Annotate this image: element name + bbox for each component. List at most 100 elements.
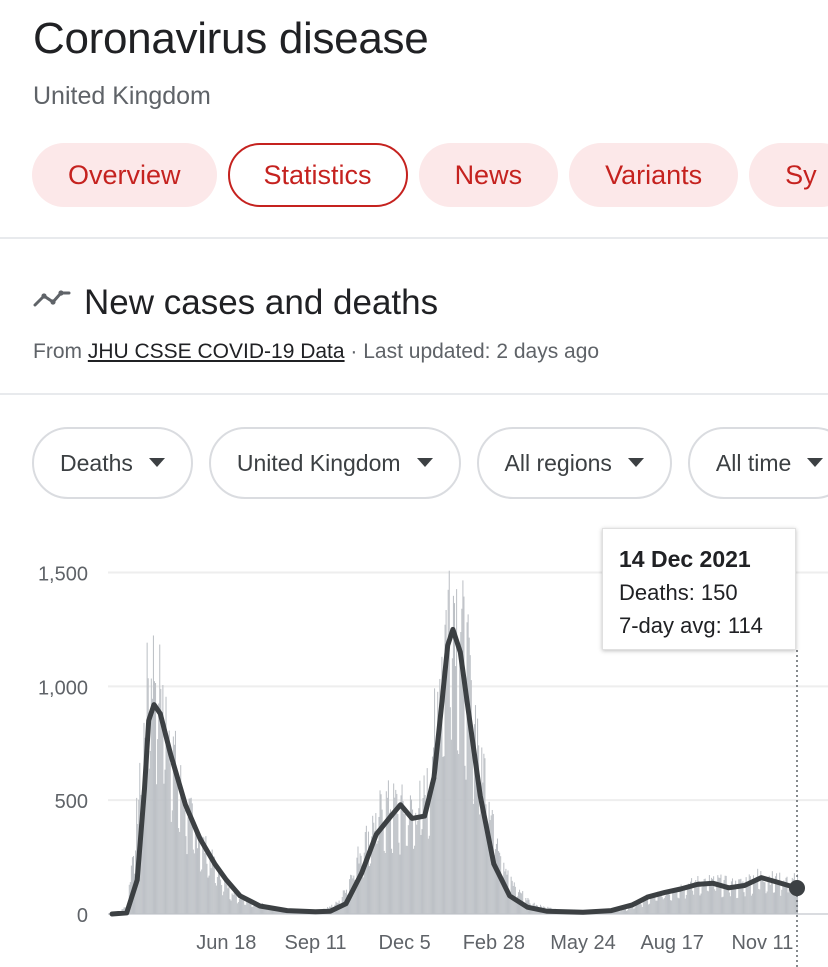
region-dropdown[interactable]: All regions xyxy=(476,427,672,499)
deaths-chart[interactable]: 0 500 1,000 1,500 Jun 18 Sep 11 Dec 5 Feb 28 May… xyxy=(0,515,828,967)
trend-line-icon xyxy=(33,290,71,307)
deaths-bar xyxy=(354,879,356,914)
deaths-bar xyxy=(424,794,426,914)
tab-variants[interactable]: Variants xyxy=(569,143,739,207)
y-tick-label: 0 xyxy=(77,905,88,927)
deaths-bar xyxy=(281,911,283,914)
deaths-bar xyxy=(370,863,372,914)
deaths-bar xyxy=(233,890,235,914)
deaths-bar xyxy=(190,797,192,914)
deaths-bar xyxy=(412,809,414,914)
deaths-bar xyxy=(658,891,660,914)
deaths-bar xyxy=(725,875,727,914)
deaths-bar xyxy=(783,880,785,914)
deaths-bar xyxy=(453,603,456,914)
deaths-bar xyxy=(626,910,628,914)
deaths-bar xyxy=(400,795,402,914)
deaths-bar xyxy=(215,885,217,914)
deaths-bar xyxy=(749,876,751,914)
deaths-bar xyxy=(621,910,623,914)
time-range-dropdown[interactable]: All time xyxy=(687,427,828,499)
deaths-bar xyxy=(211,849,213,914)
deaths-bar xyxy=(200,871,202,914)
deaths-bar xyxy=(489,820,491,914)
deaths-bar xyxy=(151,698,153,914)
deaths-bar xyxy=(696,886,698,914)
deaths-bar xyxy=(247,901,249,914)
deaths-bar xyxy=(756,876,758,914)
deaths-bar xyxy=(177,775,179,914)
deaths-bar xyxy=(724,875,726,914)
deaths-bar xyxy=(679,891,681,914)
tab-news[interactable]: News xyxy=(418,143,559,207)
tab-statistics[interactable]: Statistics xyxy=(227,143,408,207)
deaths-bar xyxy=(467,614,469,914)
deaths-bar xyxy=(173,744,175,914)
deaths-bar xyxy=(612,911,614,914)
deaths-bar xyxy=(422,797,424,914)
source-link[interactable]: JHU CSSE COVID-19 Data xyxy=(87,340,345,363)
deaths-bar xyxy=(216,877,218,914)
deaths-bar xyxy=(209,858,211,914)
deaths-bar xyxy=(499,852,501,914)
deaths-bar xyxy=(791,877,793,914)
country-dropdown-label: United Kingdom xyxy=(236,450,401,476)
deaths-bar xyxy=(397,814,399,914)
deaths-bar xyxy=(688,888,690,914)
deaths-bar xyxy=(219,867,221,914)
tab-symptoms[interactable]: Sy xyxy=(749,143,828,207)
deaths-bar xyxy=(452,595,454,914)
deaths-bar xyxy=(727,888,729,914)
deaths-bar xyxy=(260,905,263,914)
metric-dropdown[interactable]: Deaths xyxy=(32,427,193,499)
deaths-bar xyxy=(440,700,442,914)
deaths-bar xyxy=(691,878,693,914)
deaths-bar xyxy=(465,779,467,914)
deaths-bar xyxy=(267,909,269,914)
deaths-bar xyxy=(693,894,695,914)
region-dropdown-label: All regions xyxy=(504,450,612,476)
deaths-bar xyxy=(498,851,500,914)
deaths-bar xyxy=(466,622,468,914)
deaths-bar xyxy=(629,906,631,914)
deaths-bar xyxy=(199,840,201,914)
country-dropdown[interactable]: United Kingdom xyxy=(208,427,461,499)
deaths-bar xyxy=(630,907,632,914)
deaths-bar xyxy=(674,892,676,914)
deaths-bar xyxy=(433,747,435,914)
deaths-bar xyxy=(670,900,672,914)
deaths-bar xyxy=(364,832,366,914)
deaths-bar xyxy=(676,890,678,914)
deaths-bar xyxy=(167,743,169,914)
tab-overview[interactable]: Overview xyxy=(32,143,217,207)
deaths-bar xyxy=(145,733,147,914)
deaths-bar xyxy=(710,877,713,914)
deaths-bar xyxy=(413,848,415,914)
deaths-bar xyxy=(431,756,433,914)
deaths-bar xyxy=(721,897,723,914)
deaths-bar xyxy=(382,822,384,914)
deaths-bar xyxy=(217,866,219,914)
deaths-bar xyxy=(391,848,393,914)
deaths-bar xyxy=(396,793,398,914)
deaths-bar xyxy=(416,824,418,914)
deaths-bar xyxy=(222,895,224,914)
deaths-bar xyxy=(747,884,749,914)
deaths-bar xyxy=(163,783,165,914)
deaths-bar xyxy=(494,849,496,914)
deaths-bar xyxy=(661,897,663,914)
deaths-bar xyxy=(764,882,766,914)
caret-down-icon xyxy=(807,458,824,468)
deaths-bar xyxy=(210,868,212,914)
deaths-bar xyxy=(781,889,783,914)
avg-line xyxy=(109,626,800,917)
deaths-bar xyxy=(623,909,625,914)
deaths-bar xyxy=(460,632,462,914)
deaths-bar xyxy=(729,896,731,914)
deaths-bar xyxy=(667,892,670,914)
deaths-bar xyxy=(767,880,769,914)
deaths-bar xyxy=(761,877,763,914)
source-prefix: From xyxy=(33,340,88,363)
deaths-bar xyxy=(375,813,377,914)
deaths-bar xyxy=(459,642,461,914)
